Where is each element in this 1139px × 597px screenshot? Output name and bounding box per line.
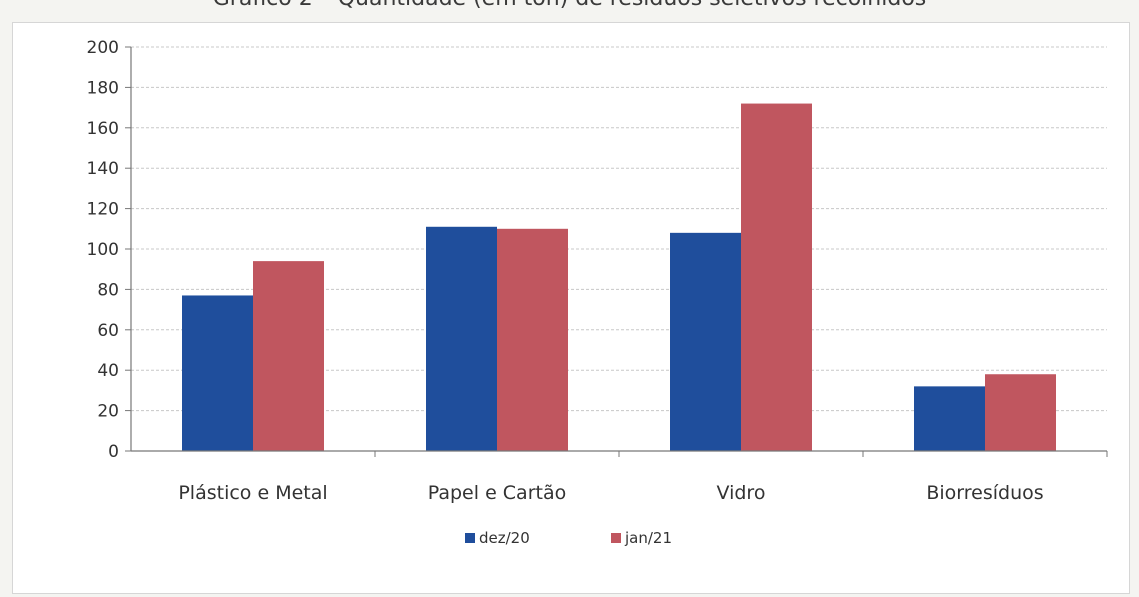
legend: dez/20 jan/21 (465, 529, 672, 547)
axes (130, 47, 1108, 457)
legend-label: jan/21 (624, 529, 672, 547)
y-tick-label: 40 (97, 361, 119, 381)
chart-title: Gráfico 2 – Quantidade (em ton) de resíd… (0, 0, 1139, 11)
bar (426, 226, 497, 451)
y-axis-ticks: 0 20 40 60 80 100 120 140 160 180 200 (87, 38, 131, 462)
y-tick-label: 0 (108, 442, 119, 462)
bar-chart: 0 20 40 60 80 100 120 140 160 180 200 Plástico e M… (87, 38, 1108, 547)
legend-label: dez/20 (479, 529, 530, 547)
x-category-label: Vidro (717, 482, 766, 504)
x-category-label: Biorresíduos (926, 482, 1043, 504)
y-tick-label: 160 (87, 119, 119, 139)
bar (497, 228, 568, 451)
x-axis-categories: Plástico e Metal Papel e Cartão Vidro Biorr… (178, 482, 1043, 504)
y-tick-label: 180 (87, 78, 119, 98)
bar (914, 386, 985, 451)
legend-swatch (611, 533, 621, 543)
bar (741, 103, 812, 451)
y-tick-label: 100 (87, 240, 119, 260)
y-tick-label: 200 (87, 38, 119, 58)
bar (182, 295, 253, 451)
x-category-label: Papel e Cartão (428, 482, 566, 504)
x-category-label: Plástico e Metal (178, 482, 327, 504)
bar (985, 374, 1056, 451)
bars (182, 103, 1056, 451)
legend-swatch (465, 533, 475, 543)
bar (253, 261, 324, 451)
y-tick-label: 120 (87, 200, 119, 220)
y-tick-label: 140 (87, 159, 119, 179)
y-tick-label: 60 (97, 321, 119, 341)
chart-area: 0 20 40 60 80 100 120 140 160 180 200 Plástico e M… (12, 22, 1130, 594)
bar (670, 232, 741, 451)
y-tick-label: 20 (97, 402, 119, 422)
y-tick-label: 80 (97, 280, 119, 300)
